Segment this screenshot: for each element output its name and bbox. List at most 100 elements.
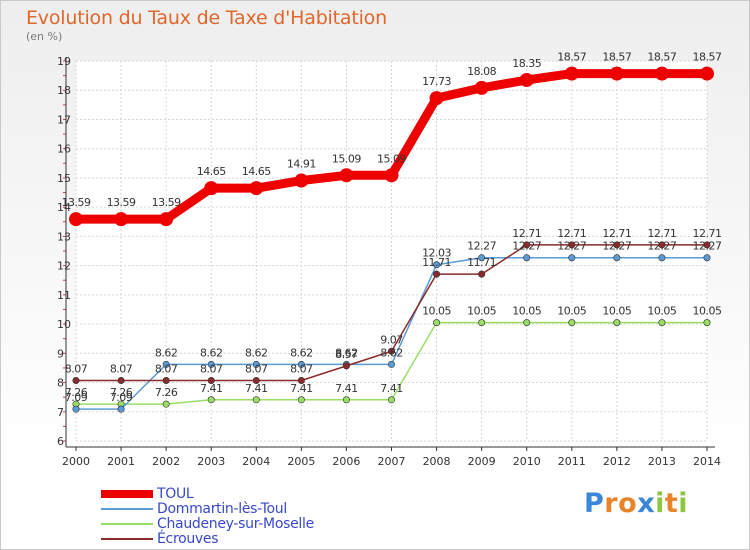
data-label-ecrouves: 12.71: [647, 227, 676, 240]
data-label-dommartin: 8.62: [155, 346, 178, 359]
legend-swatch-toul: [101, 490, 153, 498]
data-label-dommartin: 12.27: [557, 240, 586, 253]
data-point-toul: [339, 168, 354, 183]
y-tick-label: 7: [57, 406, 64, 419]
logo-letter: o: [618, 488, 638, 519]
legend-swatch-ecrouves: [101, 538, 153, 540]
data-point-toul: [654, 66, 669, 81]
logo-letter: t: [664, 488, 679, 519]
data-label-dommartin: 8.62: [335, 346, 358, 359]
data-label-chaudeney: 10.05: [647, 305, 676, 318]
data-label-dommartin: 12.27: [467, 240, 496, 253]
data-label-toul: 15.09: [377, 152, 406, 165]
data-label-toul: 18.35: [512, 57, 541, 70]
data-label-ecrouves: 12.71: [602, 227, 631, 240]
data-label-chaudeney: 10.05: [602, 305, 631, 318]
x-tick-label: 2010: [513, 455, 541, 468]
data-label-ecrouves: 8.07: [245, 362, 268, 375]
proxiti-logo: Proxiti: [584, 488, 688, 519]
logo-letter: i: [655, 488, 665, 519]
data-label-ecrouves: 8.07: [65, 362, 88, 375]
data-point-toul: [294, 173, 309, 188]
data-point-dommartin: [162, 360, 170, 368]
data-point-dommartin: [658, 254, 666, 262]
data-label-ecrouves: 11.71: [467, 256, 496, 269]
chart-subtitle: (en %): [26, 30, 63, 43]
data-label-dommartin: 12.27: [602, 240, 631, 253]
data-point-dommartin: [252, 360, 260, 368]
data-point-chaudeney: [613, 319, 621, 327]
data-label-dommartin: 12.27: [693, 240, 722, 253]
data-label-ecrouves: 8.07: [155, 362, 178, 375]
data-point-ecrouves: [207, 376, 215, 384]
data-label-toul: 13.59: [152, 196, 181, 209]
data-label-chaudeney: 7.41: [380, 382, 403, 395]
data-point-toul: [384, 168, 399, 183]
data-label-dommartin: 8.62: [290, 346, 313, 359]
data-label-ecrouves: 8.57: [335, 348, 358, 361]
data-label-chaudeney: 10.05: [422, 305, 451, 318]
data-point-ecrouves: [252, 376, 260, 384]
data-point-ecrouves: [478, 270, 486, 278]
data-label-chaudeney: 7.41: [245, 382, 268, 395]
data-point-dommartin: [387, 360, 395, 368]
data-label-dommartin: 8.62: [200, 346, 223, 359]
y-tick-label: 8: [57, 377, 64, 390]
data-point-dommartin: [297, 360, 305, 368]
data-point-toul: [114, 212, 129, 227]
data-label-ecrouves: 12.71: [512, 227, 541, 240]
chart-title: Evolution du Taux de Taxe d'Habitation: [26, 7, 387, 29]
data-label-dommartin: 8.62: [245, 346, 268, 359]
data-point-ecrouves: [523, 241, 531, 249]
logo-letter: r: [604, 488, 619, 519]
data-label-toul: 13.59: [62, 196, 91, 209]
data-point-dommartin: [613, 254, 621, 262]
data-label-ecrouves: 8.07: [110, 362, 133, 375]
data-point-dommartin: [523, 254, 531, 262]
data-point-chaudeney: [207, 396, 215, 404]
data-point-chaudeney: [523, 319, 531, 327]
x-tick-label: 2003: [197, 455, 225, 468]
data-point-chaudeney: [658, 319, 666, 327]
data-point-chaudeney: [297, 396, 305, 404]
x-tick-label: 2001: [107, 455, 135, 468]
data-label-dommartin: 8.62: [380, 346, 403, 359]
data-point-ecrouves: [297, 376, 305, 384]
data-label-toul: 14.65: [197, 165, 226, 178]
data-point-chaudeney: [703, 319, 711, 327]
x-tick-label: 2004: [242, 455, 270, 468]
data-label-ecrouves: 9.07: [380, 333, 403, 346]
data-label-chaudeney: 10.05: [557, 305, 586, 318]
x-tick-label: 2005: [287, 455, 315, 468]
logo-letter: i: [678, 488, 689, 519]
data-point-toul: [429, 91, 444, 106]
data-label-chaudeney: 10.05: [512, 305, 541, 318]
x-tick-label: 2002: [152, 455, 180, 468]
data-label-ecrouves: 8.07: [200, 362, 223, 375]
data-label-chaudeney: 7.26: [110, 386, 133, 399]
legend-swatch-dommartin: [101, 508, 153, 510]
legend-item-ecrouves: Écrouves: [101, 531, 401, 547]
x-tick-label: 2009: [468, 455, 496, 468]
data-point-toul: [609, 66, 624, 81]
data-label-chaudeney: 7.26: [65, 386, 88, 399]
data-label-dommartin: 12.03: [422, 247, 451, 260]
data-point-chaudeney: [342, 396, 350, 404]
legend-label-ecrouves: Écrouves: [157, 531, 219, 547]
data-point-dommartin: [478, 254, 486, 262]
data-label-toul: 18.08: [467, 65, 496, 78]
data-point-ecrouves: [658, 241, 666, 249]
data-point-toul: [159, 212, 174, 227]
data-point-ecrouves: [72, 376, 80, 384]
data-label-toul: 14.65: [242, 165, 271, 178]
logo-letter: P: [584, 488, 605, 519]
data-label-toul: 15.09: [332, 152, 361, 165]
data-label-toul: 18.57: [647, 51, 676, 64]
data-label-ecrouves: 8.07: [290, 362, 313, 375]
data-point-dommartin: [433, 261, 441, 269]
data-label-toul: 18.57: [602, 51, 631, 64]
data-label-chaudeney: 7.41: [335, 382, 358, 395]
data-label-ecrouves: 11.71: [422, 256, 451, 269]
data-point-dommartin: [117, 405, 125, 413]
